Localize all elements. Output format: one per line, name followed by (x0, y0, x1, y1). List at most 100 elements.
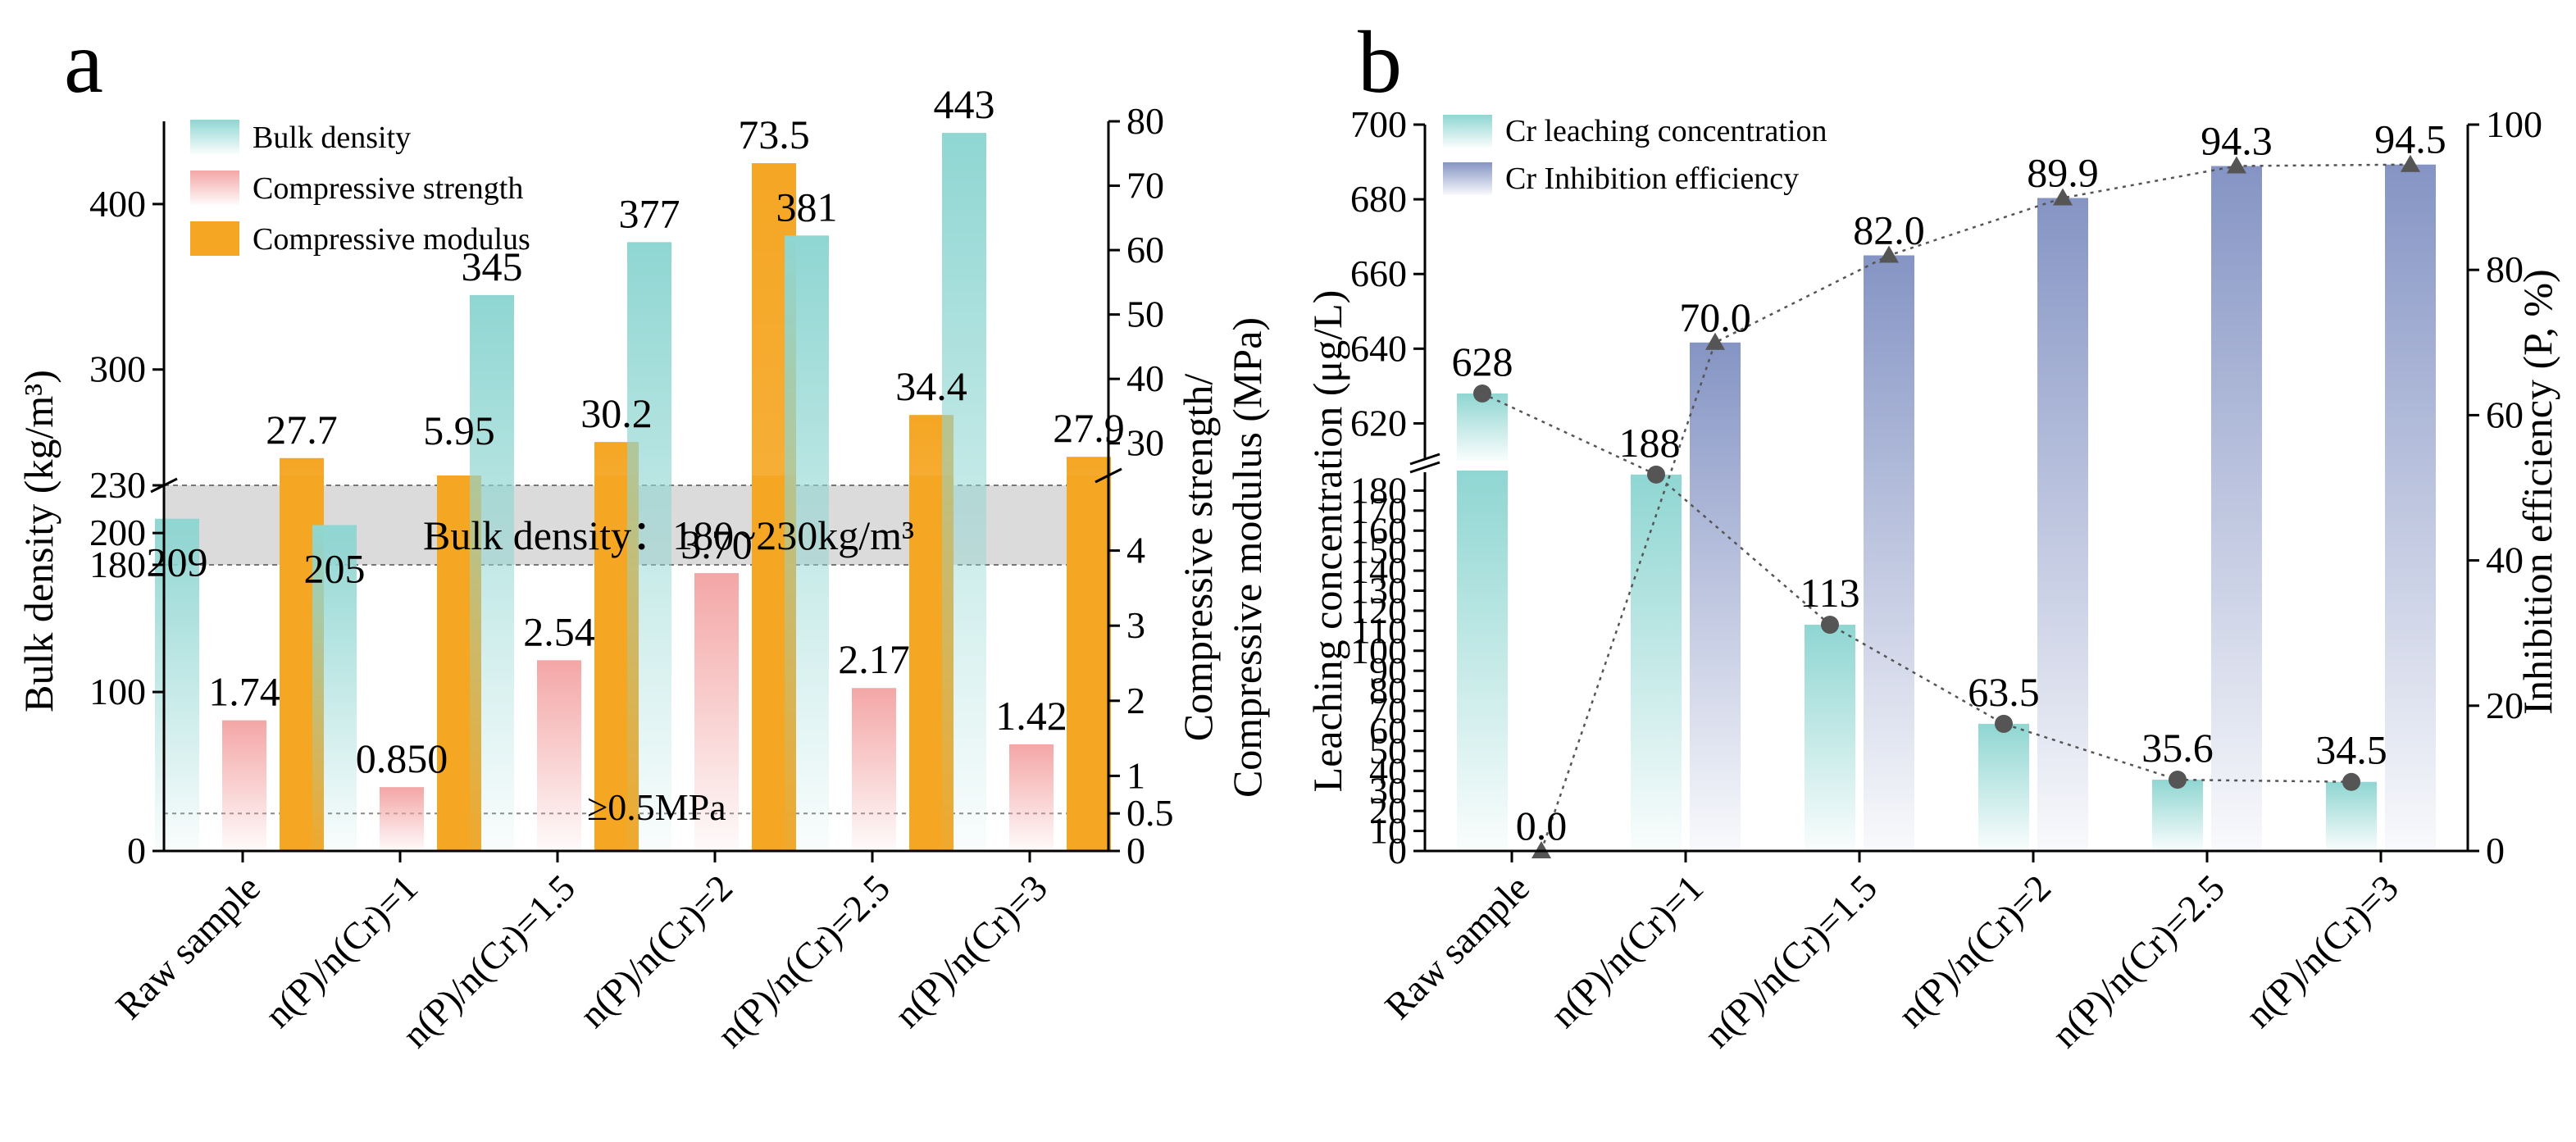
panel-b-axes: 0102030405060708090100110120130140150160… (1350, 103, 2542, 1056)
bulk-density-label: 205 (304, 545, 366, 591)
left-tick-label: 160 (1350, 509, 1407, 551)
bulk-density-bar (155, 518, 199, 851)
bulk-density-label: 345 (462, 243, 523, 289)
panel-a: a 209 1.74 27.7 205 0.850 5.95 345 2.54 30.2 377 3… (16, 14, 1270, 1056)
leaching-bar (2152, 780, 2203, 851)
inhibition-label: 82.0 (1853, 207, 1925, 253)
right-axis-break (1095, 467, 1122, 484)
category-label-n-p-n-cr-1: n(P)/n(Cr)=1 (257, 867, 426, 1035)
compressive-strength-label: 2.17 (838, 636, 910, 682)
compressive-strength-bar (694, 573, 739, 851)
compressive-strength-bar (380, 787, 424, 851)
left-tick-label: 110 (1352, 609, 1407, 651)
panel-a-left-axis-title: Bulk density (kg/m³) (16, 370, 61, 712)
left-tick-label: 120 (1350, 589, 1407, 631)
right-tick-label: 40 (2486, 539, 2524, 581)
category-label-n-p-n-cr-2: n(P)/n(Cr)=2 (571, 867, 740, 1035)
panel-a-right-axis-title-line1: Compressive strength/ (1175, 374, 1221, 742)
category-label-n-p-n-cr-2: n(P)/n(Cr)=2 (1890, 867, 2059, 1035)
bulk-density-label: 377 (619, 190, 680, 236)
leaching-bar-lower (1457, 471, 1508, 851)
left-tick-label: 60 (1369, 709, 1407, 751)
legend-label-compressive-strength: Compressive strength (253, 171, 523, 206)
legend-swatch-compressive-modulus (190, 221, 239, 256)
leaching-label: 35.6 (2141, 725, 2214, 771)
leaching-label: 188 (1619, 420, 1681, 466)
panel-b-lines (1473, 154, 2420, 858)
panel-a-data-labels: 209 1.74 27.7 205 0.850 5.95 345 2.54 30.2 377 3.7… (147, 81, 1125, 781)
right-tick-label: 100 (2486, 103, 2542, 145)
category-label-raw-sample: Raw sample (107, 867, 268, 1027)
inhibition-bar (2211, 166, 2262, 851)
compressive-modulus-label: 27.7 (266, 407, 338, 453)
category-label-n-p-n-cr-1-5: n(P)/n(Cr)=1.5 (1695, 867, 1885, 1056)
leaching-point (1473, 384, 1491, 403)
left-tick-label: 300 (89, 348, 146, 390)
bulk-density-bar (312, 525, 357, 851)
left-tick-label: 700 (1350, 103, 1407, 145)
legend-swatch-cr-inhibition-efficiency (1443, 162, 1492, 195)
panel-a-legend: Bulk density Compressive strength Compress… (190, 120, 530, 257)
inhibition-bar (2037, 198, 2088, 852)
right-tick-label: 60 (2486, 394, 2524, 435)
right-tick-label: 80 (1126, 100, 1164, 142)
leaching-bar (1978, 723, 2029, 851)
compressive-strength-label: 1.74 (208, 669, 280, 715)
right-tick-label: 0 (1126, 830, 1145, 871)
left-tick-label: 400 (89, 183, 146, 225)
compressive-strength-bar (852, 688, 896, 851)
left-tick-label: 40 (1369, 749, 1407, 791)
right-tick-label: 50 (1126, 293, 1164, 335)
left-tick-label: 100 (89, 671, 146, 712)
panel-b-legend: Cr leaching concentration Cr Inhibition e… (1443, 114, 1827, 196)
panel-a-bars (155, 133, 1111, 852)
leaching-point (1647, 465, 1665, 484)
leaching-label: 113 (1800, 570, 1859, 616)
bulk-density-bar (470, 294, 514, 852)
left-tick-label: 0 (127, 830, 146, 871)
legend-swatch-compressive-strength (190, 171, 239, 205)
compressive-modulus-label: 34.4 (895, 363, 967, 409)
left-tick-label: 150 (1350, 530, 1407, 571)
panel-b-bars (1457, 164, 2436, 852)
left-tick-label: 20 (1369, 789, 1407, 831)
inhibition-bar (2385, 164, 2436, 852)
legend-label-compressive-modulus: Compressive modulus (253, 222, 530, 257)
right-tick-label: 70 (1126, 165, 1164, 207)
threshold-label: ≥0.5MPa (587, 786, 726, 828)
left-tick-label: 230 (89, 464, 146, 506)
panel-b-left-axis-title: Leaching concentration (μg/L) (1304, 290, 1350, 793)
left-tick-label: 80 (1369, 670, 1407, 712)
panel-b-letter: b (1358, 14, 1402, 111)
leaching-label: 628 (1452, 339, 1513, 384)
category-label-n-p-n-cr-3: n(P)/n(Cr)=3 (2237, 867, 2406, 1035)
left-tick-label: 660 (1350, 253, 1407, 294)
left-tick-label: 180 (1350, 469, 1407, 511)
right-tick-label: 3 (1126, 604, 1145, 646)
inhibition-bar (1690, 342, 1741, 851)
leaching-bar (1805, 625, 1855, 851)
legend-label-bulk-density: Bulk density (253, 121, 411, 155)
compressive-modulus-bar-upper (1067, 457, 1111, 508)
inhibition-point (2401, 154, 2420, 172)
bulk-density-label: 209 (147, 539, 208, 585)
left-tick-label: 680 (1350, 178, 1407, 220)
compressive-modulus-label: 73.5 (738, 111, 810, 157)
inhibition-label: 0.0 (1516, 803, 1568, 849)
inhibition-label: 89.9 (2027, 149, 2099, 195)
inhibition-point (2227, 156, 2246, 174)
category-label-n-p-n-cr-3: n(P)/n(Cr)=3 (886, 867, 1055, 1035)
leaching-label: 63.5 (1968, 669, 2040, 715)
bulk-density-bar (942, 133, 986, 852)
right-tick-label: 4 (1126, 530, 1145, 571)
right-tick-label: 0 (2486, 830, 2505, 871)
compressive-strength-label: 0.850 (356, 735, 448, 781)
left-axis-break (1409, 461, 1440, 474)
right-tick-label: 40 (1126, 357, 1164, 399)
inhibition-point (1879, 245, 1899, 263)
right-tick-label: 1 (1126, 754, 1145, 796)
leaching-label: 34.5 (2315, 727, 2387, 773)
left-tick-label: 200 (89, 512, 146, 553)
right-tick-label: 80 (2486, 248, 2524, 290)
